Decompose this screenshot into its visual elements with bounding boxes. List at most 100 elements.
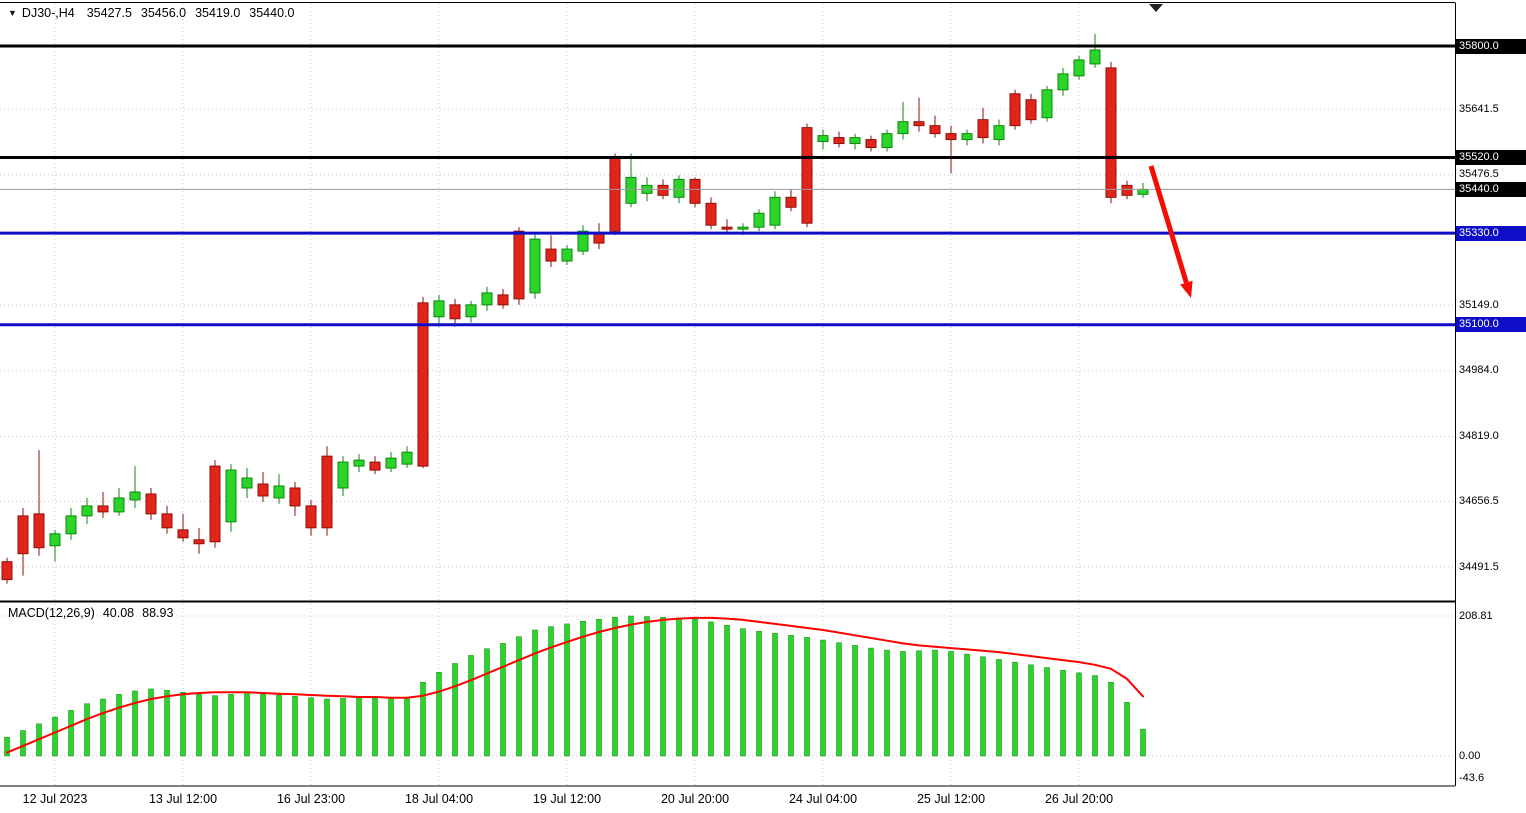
candle (321, 446, 333, 536)
candle (369, 456, 381, 475)
macd-histogram-bar (564, 623, 570, 757)
candle (465, 300, 477, 323)
candle (385, 452, 397, 473)
macd-histogram-bar (20, 730, 26, 757)
annotations-layer (1148, 4, 1193, 298)
price-axis-label: 35476.5 (1459, 168, 1499, 181)
macd-histogram-bar (1028, 664, 1034, 757)
candle-body (1009, 93, 1021, 127)
macd-histogram-bar (356, 697, 362, 757)
macd-histogram-bar (548, 626, 554, 757)
candle (1, 557, 13, 584)
candle (305, 499, 317, 536)
macd-histogram-bar (676, 617, 682, 757)
candle-body (49, 533, 61, 547)
candle-body (961, 133, 973, 141)
macd-histogram-bar (1012, 661, 1018, 757)
macd-axis-label: 208.81 (1459, 609, 1493, 622)
trend-arrow[interactable] (1148, 165, 1189, 284)
candle-body (1121, 184, 1133, 196)
candle (209, 460, 221, 548)
candle-body (1137, 188, 1149, 195)
time-axis-label: 13 Jul 12:00 (148, 792, 218, 806)
candle (609, 153, 621, 236)
price-axis-label: 35641.5 (1459, 102, 1499, 115)
candle-body (913, 121, 925, 127)
candle-body (193, 539, 205, 545)
candle-body (145, 493, 157, 515)
candle (81, 497, 93, 524)
candle-body (785, 196, 797, 208)
candle (1041, 85, 1053, 122)
macd-histogram-bar (708, 621, 714, 757)
macd-histogram-bar (580, 620, 586, 757)
candle-body (433, 300, 445, 318)
macd-histogram-bar (644, 616, 650, 757)
candle (785, 189, 797, 212)
candle-body (769, 196, 781, 226)
macd-histogram-bar (68, 710, 74, 757)
time-axis-label: 26 Jul 20:00 (1044, 792, 1114, 806)
candle-body (1073, 59, 1085, 77)
candle-body (945, 133, 957, 141)
macd-histogram-bar (724, 625, 730, 757)
macd-histogram-bar (500, 643, 506, 757)
price-axis-label: 35520.0 (1456, 150, 1526, 165)
candle (993, 119, 1005, 146)
symbol-marker-icon: ▼ (8, 8, 17, 18)
price-axis-label: 35100.0 (1456, 317, 1526, 333)
candle-body (737, 226, 749, 230)
candle (129, 466, 141, 508)
macd-histogram-bar (308, 697, 314, 757)
candle-body (849, 137, 861, 145)
candle-body (129, 491, 141, 501)
macd-histogram-bar (852, 645, 858, 757)
macd-histogram-bar (228, 694, 234, 757)
macd-histogram-bar (292, 696, 298, 757)
candle-body (273, 485, 285, 499)
trend-arrow-head[interactable] (1180, 280, 1193, 298)
macd-histogram-bar (1076, 672, 1082, 757)
price-axis-label: 35149.0 (1459, 298, 1499, 311)
macd-histogram-bar (596, 618, 602, 757)
macd-histogram-bar (996, 659, 1002, 757)
macd-histogram-bar (436, 671, 442, 757)
candle-body (625, 176, 637, 204)
candle-body (17, 515, 29, 555)
candle (881, 129, 893, 152)
candle (545, 235, 557, 268)
candle-body (577, 230, 589, 252)
macd-histogram-bar (964, 653, 970, 757)
candle (513, 227, 525, 305)
low-value: 35419.0 (195, 6, 241, 20)
macd-histogram-bar (612, 616, 618, 757)
macd-histogram-bar (4, 736, 10, 757)
macd-histogram-bar (772, 633, 778, 757)
candle-body (529, 238, 541, 294)
macd-histogram-bar (484, 648, 490, 757)
candle-body (673, 178, 685, 198)
candle (1137, 182, 1149, 198)
macd-histogram-bar (52, 716, 58, 757)
candle-body (705, 202, 717, 226)
macd-histogram-bar (372, 698, 378, 757)
macd-name: MACD(12,26,9) (8, 606, 95, 620)
candle-body (1041, 89, 1053, 119)
macd-histogram-bar (1108, 682, 1114, 757)
candle-body (337, 461, 349, 489)
candle (449, 298, 461, 327)
candle-body (81, 505, 93, 517)
candle-body (689, 178, 701, 204)
candle (817, 129, 829, 150)
candle-body (401, 451, 413, 465)
macd-histogram-bar (516, 636, 522, 757)
macd-histogram-bar (212, 695, 218, 757)
candle (625, 153, 637, 208)
macd-histogram-bar (196, 694, 202, 757)
candle (241, 468, 253, 498)
macd-signal-line (6, 616, 1144, 754)
macd-histogram-bar (1044, 667, 1050, 757)
macd-histogram-bar (148, 688, 154, 757)
macd-histogram-bar (1060, 669, 1066, 757)
